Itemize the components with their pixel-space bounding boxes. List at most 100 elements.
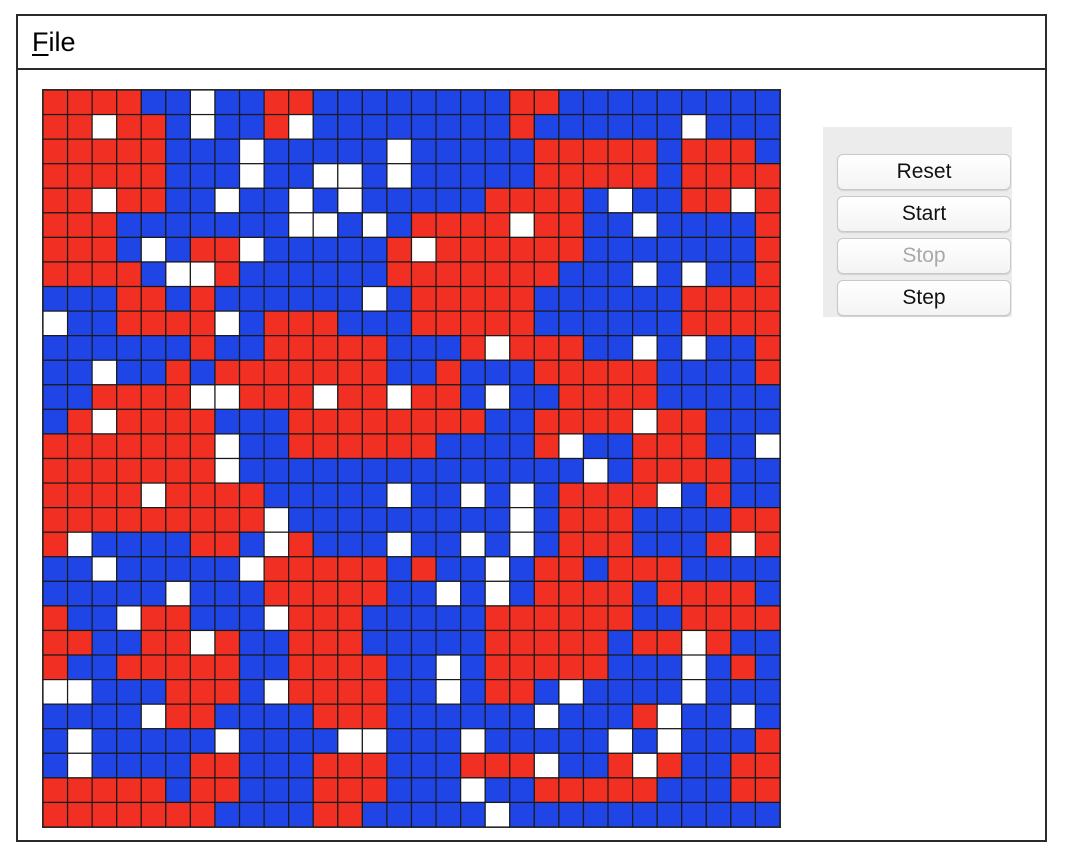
grid-cell[interactable] xyxy=(435,433,462,460)
grid-cell[interactable] xyxy=(386,335,413,361)
grid-cell[interactable] xyxy=(189,433,216,460)
grid-cell[interactable] xyxy=(165,752,192,779)
grid-cell[interactable] xyxy=(607,580,634,607)
grid-cell[interactable] xyxy=(386,507,413,533)
grid-cell[interactable] xyxy=(484,507,511,533)
grid-cell[interactable] xyxy=(288,187,314,214)
grid-cell[interactable] xyxy=(337,310,363,337)
grid-cell[interactable] xyxy=(410,605,437,632)
grid-cell[interactable] xyxy=(91,359,118,386)
grid-cell[interactable] xyxy=(189,261,216,288)
grid-cell[interactable] xyxy=(288,163,314,189)
grid-cell[interactable] xyxy=(607,678,634,705)
grid-cell[interactable] xyxy=(189,654,216,681)
grid-cell[interactable] xyxy=(582,433,609,460)
grid-cell[interactable] xyxy=(66,163,93,189)
grid-cell[interactable] xyxy=(386,261,413,288)
grid-cell[interactable] xyxy=(705,507,732,533)
grid-cell[interactable] xyxy=(460,285,486,312)
grid-cell[interactable] xyxy=(410,752,437,779)
grid-cell[interactable] xyxy=(312,113,339,140)
grid-cell[interactable] xyxy=(730,482,757,509)
grid-cell[interactable] xyxy=(386,433,413,460)
grid-cell[interactable] xyxy=(238,236,265,263)
reset-button[interactable]: Reset xyxy=(837,154,1011,190)
grid-cell[interactable] xyxy=(460,163,486,189)
grid-cell[interactable] xyxy=(91,457,118,484)
grid-cell[interactable] xyxy=(43,408,69,435)
grid-cell[interactable] xyxy=(730,703,757,730)
grid-cell[interactable] xyxy=(116,113,142,140)
grid-cell[interactable] xyxy=(435,482,462,509)
grid-cell[interactable] xyxy=(730,629,757,656)
grid-cell[interactable] xyxy=(214,777,241,804)
grid-cell[interactable] xyxy=(681,384,707,410)
grid-cell[interactable] xyxy=(66,531,93,558)
grid-cell[interactable] xyxy=(214,187,241,214)
grid-cell[interactable] xyxy=(140,433,167,460)
grid-cell[interactable] xyxy=(43,138,69,165)
grid-cell[interactable] xyxy=(43,752,69,779)
grid-cell[interactable] xyxy=(730,654,757,681)
grid-cell[interactable] xyxy=(214,531,241,558)
grid-cell[interactable] xyxy=(214,482,241,509)
grid-cell[interactable] xyxy=(43,678,69,705)
grid-cell[interactable] xyxy=(140,531,167,558)
grid-cell[interactable] xyxy=(288,335,314,361)
grid-cell[interactable] xyxy=(337,359,363,386)
grid-cell[interactable] xyxy=(484,482,511,509)
grid-cell[interactable] xyxy=(116,90,142,116)
grid-cell[interactable] xyxy=(238,678,265,705)
grid-cell[interactable] xyxy=(140,556,167,582)
grid-cell[interactable] xyxy=(361,752,388,779)
grid-cell[interactable] xyxy=(386,580,413,607)
grid-cell[interactable] xyxy=(533,457,560,484)
grid-cell[interactable] xyxy=(631,113,658,140)
grid-cell[interactable] xyxy=(165,236,192,263)
grid-cell[interactable] xyxy=(337,236,363,263)
grid-cell[interactable] xyxy=(730,580,757,607)
grid-cell[interactable] xyxy=(386,408,413,435)
grid-cell[interactable] xyxy=(705,580,732,607)
grid-cell[interactable] xyxy=(312,408,339,435)
grid-cell[interactable] xyxy=(361,138,388,165)
grid-cell[interactable] xyxy=(386,359,413,386)
grid-cell[interactable] xyxy=(460,629,486,656)
grid-cell[interactable] xyxy=(460,408,486,435)
grid-cell[interactable] xyxy=(214,507,241,533)
grid-cell[interactable] xyxy=(607,605,634,632)
grid-cell[interactable] xyxy=(91,801,118,827)
grid-cell[interactable] xyxy=(165,678,192,705)
grid-cell[interactable] xyxy=(435,531,462,558)
grid-cell[interactable] xyxy=(189,556,216,582)
grid-cell[interactable] xyxy=(66,433,93,460)
grid-cell[interactable] xyxy=(509,187,535,214)
grid-cell[interactable] xyxy=(214,212,241,239)
grid-cell[interactable] xyxy=(631,703,658,730)
grid-cell[interactable] xyxy=(705,654,732,681)
grid-cell[interactable] xyxy=(140,261,167,288)
grid-cell[interactable] xyxy=(91,752,118,779)
grid-cell[interactable] xyxy=(754,335,780,361)
grid-cell[interactable] xyxy=(460,138,486,165)
grid-cell[interactable] xyxy=(361,285,388,312)
grid-cell[interactable] xyxy=(435,236,462,263)
grid-cell[interactable] xyxy=(386,556,413,582)
grid-cell[interactable] xyxy=(656,629,683,656)
grid-cell[interactable] xyxy=(312,335,339,361)
grid-cell[interactable] xyxy=(656,285,683,312)
grid-cell[interactable] xyxy=(337,113,363,140)
grid-cell[interactable] xyxy=(214,580,241,607)
grid-cell[interactable] xyxy=(116,703,142,730)
grid-cell[interactable] xyxy=(705,678,732,705)
grid-cell[interactable] xyxy=(509,433,535,460)
grid-cell[interactable] xyxy=(607,629,634,656)
grid-cell[interactable] xyxy=(681,728,707,754)
grid-cell[interactable] xyxy=(312,531,339,558)
grid-cell[interactable] xyxy=(582,556,609,582)
grid-cell[interactable] xyxy=(509,212,535,239)
grid-cell[interactable] xyxy=(238,629,265,656)
grid-cell[interactable] xyxy=(631,556,658,582)
grid-cell[interactable] xyxy=(165,285,192,312)
grid-cell[interactable] xyxy=(288,703,314,730)
